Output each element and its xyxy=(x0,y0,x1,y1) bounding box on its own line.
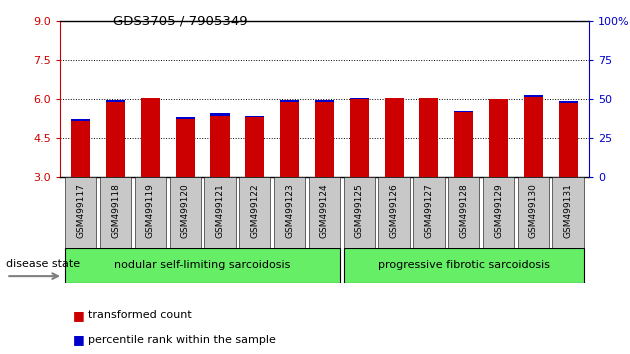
Bar xyxy=(413,177,445,248)
Bar xyxy=(553,177,584,248)
Bar xyxy=(489,99,508,177)
Bar xyxy=(106,102,125,177)
Text: GSM499129: GSM499129 xyxy=(494,184,503,238)
Bar xyxy=(518,177,549,248)
Bar xyxy=(204,177,236,248)
Text: GSM499119: GSM499119 xyxy=(146,183,155,239)
Bar xyxy=(100,177,131,248)
Bar xyxy=(343,248,584,283)
Bar xyxy=(315,102,334,177)
Bar xyxy=(379,177,410,248)
Bar xyxy=(483,177,514,248)
Text: GSM499125: GSM499125 xyxy=(355,184,364,238)
Text: ■: ■ xyxy=(72,333,84,346)
Text: GSM499126: GSM499126 xyxy=(389,184,399,238)
Bar xyxy=(350,99,369,177)
Text: GSM499120: GSM499120 xyxy=(181,184,190,238)
Bar xyxy=(239,177,270,248)
Bar xyxy=(65,177,96,248)
Bar xyxy=(454,110,473,177)
Bar xyxy=(274,177,306,248)
Text: GSM499124: GSM499124 xyxy=(320,184,329,238)
Bar xyxy=(384,98,404,177)
Bar xyxy=(176,117,195,177)
Bar xyxy=(71,119,90,177)
Bar xyxy=(140,98,160,177)
Text: transformed count: transformed count xyxy=(88,310,192,320)
Bar xyxy=(384,98,404,177)
Bar xyxy=(140,98,160,177)
Bar xyxy=(245,116,265,177)
Text: GSM499121: GSM499121 xyxy=(215,184,224,238)
Bar xyxy=(210,113,229,177)
Text: nodular self-limiting sarcoidosis: nodular self-limiting sarcoidosis xyxy=(115,261,291,270)
Bar xyxy=(169,177,201,248)
Text: ■: ■ xyxy=(72,309,84,321)
Bar xyxy=(420,98,438,177)
Bar xyxy=(454,112,473,177)
Bar xyxy=(65,248,340,283)
Text: GSM499128: GSM499128 xyxy=(459,184,468,238)
Text: GSM499127: GSM499127 xyxy=(425,184,433,238)
Bar xyxy=(343,177,375,248)
Bar xyxy=(524,97,543,177)
Text: GSM499122: GSM499122 xyxy=(250,184,260,238)
Bar xyxy=(245,117,265,177)
Bar xyxy=(559,102,578,177)
Bar xyxy=(135,177,166,248)
Bar xyxy=(489,99,508,177)
Text: GSM499123: GSM499123 xyxy=(285,184,294,238)
Bar xyxy=(420,98,438,177)
Text: percentile rank within the sample: percentile rank within the sample xyxy=(88,335,276,345)
Bar xyxy=(524,95,543,177)
Text: disease state: disease state xyxy=(6,259,81,269)
Bar xyxy=(106,100,125,177)
Bar xyxy=(176,119,195,177)
Text: progressive fibrotic sarcoidosis: progressive fibrotic sarcoidosis xyxy=(378,261,550,270)
Bar xyxy=(559,103,578,177)
Text: GSM499131: GSM499131 xyxy=(564,183,573,239)
Bar xyxy=(71,121,90,177)
Bar xyxy=(448,177,479,248)
Bar xyxy=(350,98,369,177)
Text: GDS3705 / 7905349: GDS3705 / 7905349 xyxy=(113,14,248,27)
Bar xyxy=(315,100,334,177)
Text: GSM499130: GSM499130 xyxy=(529,183,538,239)
Text: GSM499117: GSM499117 xyxy=(76,183,85,239)
Bar xyxy=(309,177,340,248)
Bar xyxy=(280,100,299,177)
Bar xyxy=(210,116,229,177)
Bar xyxy=(280,102,299,177)
Text: GSM499118: GSM499118 xyxy=(111,183,120,239)
